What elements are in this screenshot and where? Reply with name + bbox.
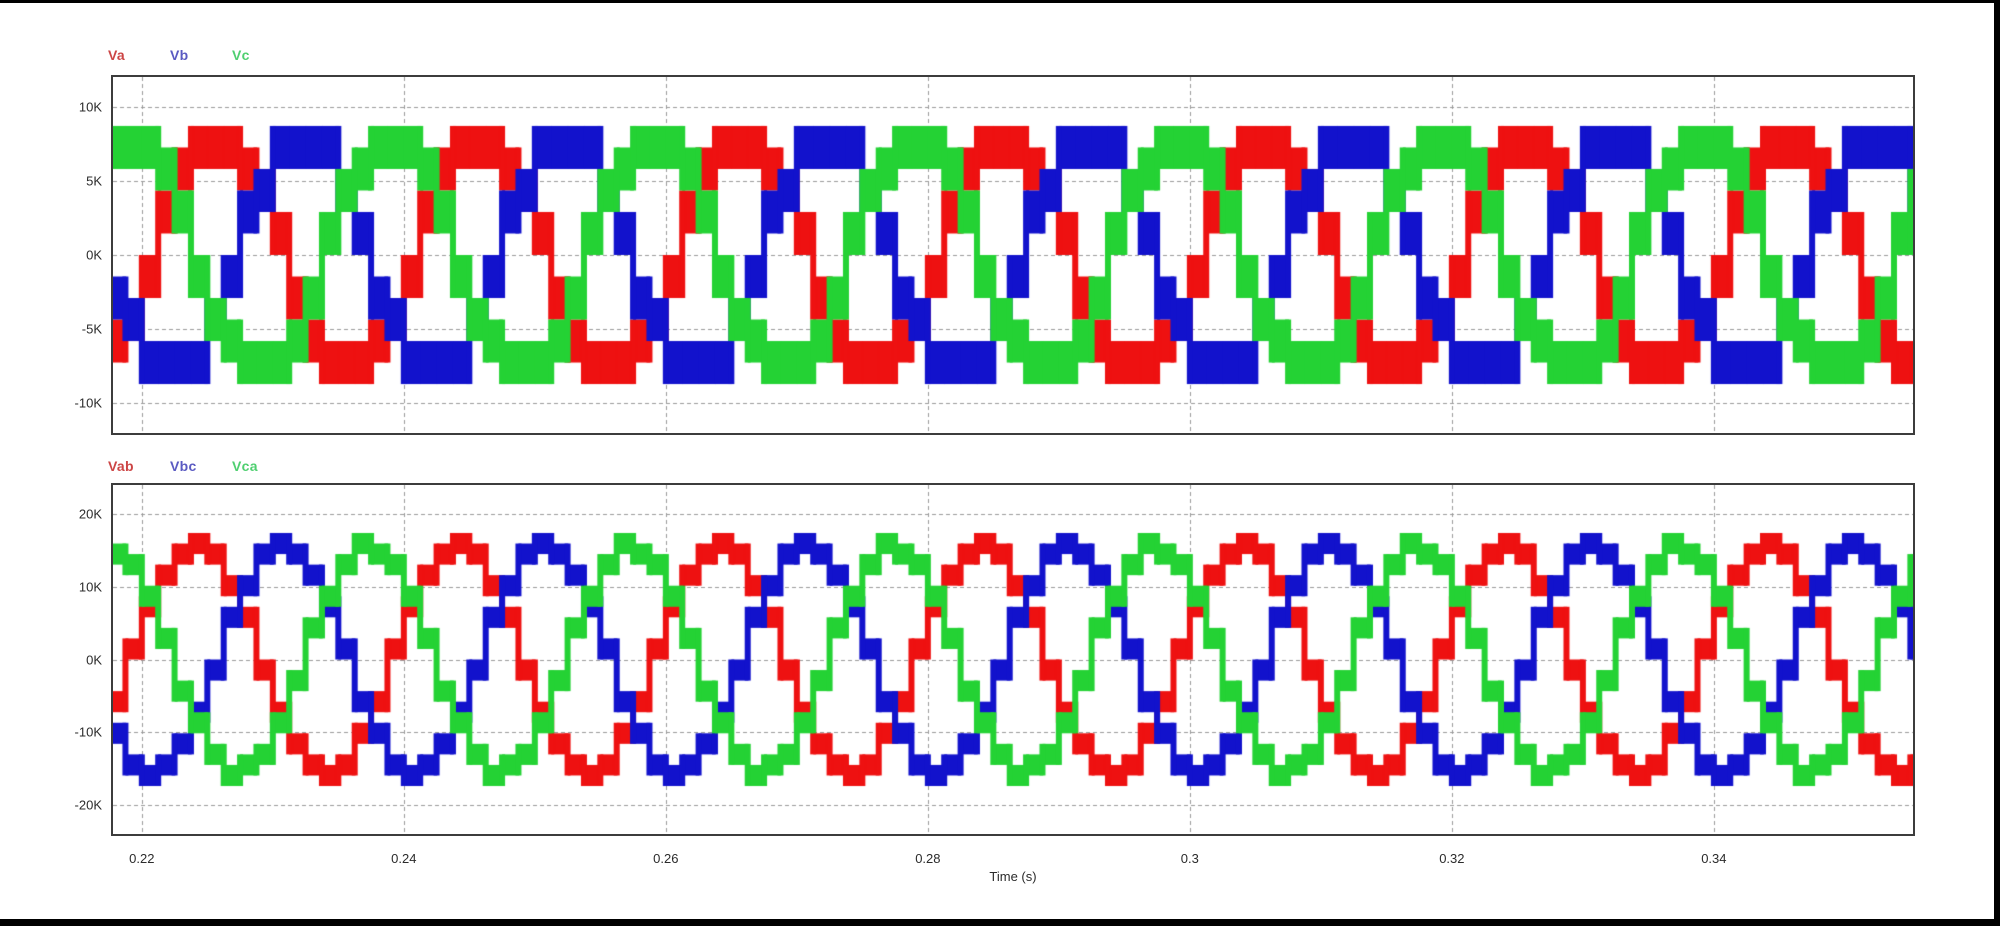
legend-item-Vc: Vc bbox=[232, 47, 250, 63]
line-voltage-legend: Vab Vbc Vca bbox=[108, 458, 608, 476]
legend-item-Vbc: Vbc bbox=[170, 458, 197, 474]
legend-item-Vb: Vb bbox=[170, 47, 189, 63]
xtick-label: 0.22 bbox=[129, 851, 155, 866]
x-axis-title: Time (s) bbox=[989, 869, 1037, 884]
xtick-label: 0.34 bbox=[1701, 851, 1727, 866]
xtick-label: 0.32 bbox=[1439, 851, 1465, 866]
ytick-label: 10K bbox=[78, 579, 102, 595]
ytick-label: 0K bbox=[86, 247, 102, 263]
ytick-label: 20K bbox=[78, 506, 102, 522]
ytick-label: -5K bbox=[81, 321, 102, 337]
phase-voltage-plot bbox=[111, 75, 1915, 435]
ytick-label: -10K bbox=[74, 724, 102, 740]
ytick-label: 5K bbox=[86, 173, 102, 189]
phase-voltage-legend: Va Vb Vc bbox=[108, 47, 608, 65]
xtick-label: 0.24 bbox=[391, 851, 417, 866]
phase-voltage-canvas bbox=[113, 77, 1913, 433]
line-voltage-canvas bbox=[113, 485, 1913, 834]
xtick-label: 0.3 bbox=[1180, 851, 1199, 866]
line-voltage-plot bbox=[111, 483, 1915, 836]
xtick-label: 0.26 bbox=[653, 851, 679, 866]
xtick-label: 0.28 bbox=[915, 851, 941, 866]
ytick-label: -20K bbox=[74, 797, 102, 813]
ytick-label: 10K bbox=[78, 99, 102, 115]
legend-item-Vab: Vab bbox=[108, 458, 134, 474]
legend-item-Va: Va bbox=[108, 47, 125, 63]
legend-item-Vca: Vca bbox=[232, 458, 258, 474]
ytick-label: 0K bbox=[86, 652, 102, 667]
ytick-label: -10K bbox=[74, 395, 102, 411]
